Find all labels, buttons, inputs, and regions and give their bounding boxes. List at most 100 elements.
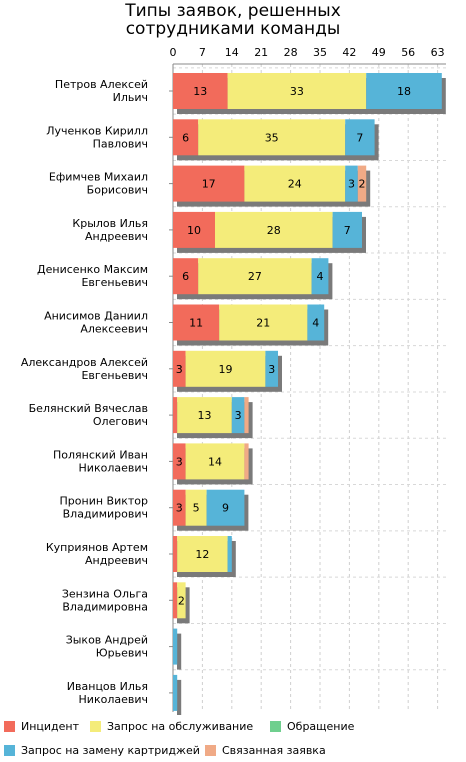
category-label-line: Полянский Иван	[53, 448, 148, 461]
category-label-line: Владимирович	[63, 508, 148, 521]
category-label-line: Евгеньевич	[81, 276, 148, 289]
category-label-line: Петров Алексей	[55, 78, 148, 91]
legend-label: Запрос на обслуживание	[107, 720, 254, 733]
bar-segment	[231, 397, 245, 434]
bar-segment	[215, 211, 333, 248]
category-label: Денисенко Максим Евгеньевич	[37, 263, 148, 289]
category-label-line: Юрьевич	[96, 647, 148, 660]
category-label-line: Александров Алексей	[21, 356, 148, 369]
x-tick-label: 63	[431, 46, 445, 59]
x-tick-label: 0	[170, 46, 177, 59]
legend-swatch	[4, 721, 15, 732]
bar-shadow	[177, 633, 182, 670]
bar-value-label: 3	[348, 178, 355, 191]
category-label: Зыков Андрей Юрьевич	[66, 634, 148, 660]
bar-segment	[185, 489, 207, 526]
bar-segment	[227, 73, 367, 109]
category-label: Ефимчев Михаил Борисович	[49, 171, 148, 197]
x-tick-label: 56	[401, 46, 415, 59]
x-tick-label: 42	[342, 46, 356, 59]
bar-segment	[265, 350, 278, 387]
category-label-line: Денисенко Максим	[37, 263, 148, 276]
bar-segment	[345, 119, 375, 156]
legend-label: Инцидент	[21, 720, 80, 733]
bar-value-label: 7	[344, 224, 351, 237]
bar-shadow	[177, 679, 182, 715]
bar-segment	[198, 258, 312, 295]
category-label-line: Николаевич	[79, 461, 148, 474]
x-tick-label: 28	[284, 46, 298, 59]
bar-segment	[244, 165, 346, 202]
category-label: Полянский Иван Николаевич	[53, 448, 148, 474]
bar-value-label: 2	[178, 594, 185, 607]
category-label: Иванцов Илья Николаевич	[67, 680, 148, 706]
x-tick-label: 21	[254, 46, 268, 59]
chart-title-line-1: Типы заявок, решенных	[125, 1, 341, 21]
bar-segment	[244, 443, 249, 480]
bar-value-label: 3	[235, 409, 242, 422]
bar-segment	[185, 443, 245, 480]
bar-segment	[311, 258, 329, 295]
bar-value-label: 27	[248, 270, 262, 283]
bar-value-label: 9	[222, 502, 229, 515]
legend-label: Запрос на замену картриджей	[21, 744, 200, 757]
x-tick-label: 14	[225, 46, 239, 59]
category-label-line: Куприянов Артем	[46, 541, 148, 554]
bar-value-label: 3	[176, 455, 183, 468]
bar-chart: 0 7 14 21 28 35 42 49 56 63 Петров Алексей Ильич 13 3…	[21, 46, 446, 715]
category-label-line: Олегович	[93, 415, 148, 428]
category-label: Анисимов Даниил Алексеевич	[44, 310, 148, 336]
category-label-line: Павлович	[93, 137, 148, 150]
category-label-line: Владимировна	[62, 600, 148, 613]
bar-value-label: 3	[176, 502, 183, 515]
category-label-line: Зензина Ольга	[62, 587, 148, 600]
x-tick-label: 49	[372, 46, 386, 59]
legend-swatch	[90, 721, 101, 732]
category-label-line: Ефимчев Михаил	[49, 171, 148, 184]
bar-value-label: 13	[193, 85, 207, 98]
legend-swatch	[205, 745, 216, 756]
bar-segment	[173, 119, 199, 156]
bar-segment	[177, 397, 232, 434]
category-label: Куприянов Артем Андреевич	[46, 541, 148, 567]
category-label-line: Иванцов Илья	[67, 680, 148, 693]
category-label-line: Алексеевич	[80, 323, 148, 336]
bar-segment	[173, 350, 186, 387]
bar-value-label: 17	[202, 178, 216, 191]
bar-value-label: 11	[189, 317, 203, 330]
category-label: Пронин Виктор Владимирович	[60, 495, 148, 521]
bar-value-label: 7	[356, 131, 363, 144]
legend-item: Обращение	[270, 720, 354, 733]
category-label: Петров Алексей Ильич	[55, 78, 148, 104]
bar-segment	[173, 443, 186, 480]
bar-segment	[206, 489, 245, 526]
bar-segment	[173, 211, 215, 248]
bar-value-label: 18	[397, 85, 411, 98]
bar-segment	[185, 350, 266, 387]
bar-segment	[173, 674, 178, 711]
bar-value-label: 10	[187, 224, 201, 237]
bar-value-label: 24	[288, 178, 302, 191]
bar-segment	[173, 628, 178, 665]
bar-segment	[198, 119, 346, 156]
x-tick-label: 35	[313, 46, 327, 59]
category-label-line: Ильич	[113, 91, 148, 104]
bar-segment	[173, 304, 220, 341]
bar-segment	[177, 536, 228, 572]
bar-value-label: 19	[219, 363, 233, 376]
category-label: Александров Алексей Евгеньевич	[21, 356, 148, 382]
bar-segment	[227, 536, 232, 572]
chart-title: Типы заявок, решенных сотрудниками коман…	[0, 2, 466, 38]
bar-value-label: 21	[256, 317, 270, 330]
category-label-line: Евгеньевич	[81, 369, 148, 382]
legend-label: Связанная заявка	[222, 744, 326, 757]
category-label-line: Белянский Вячеслав	[29, 402, 148, 415]
bar-segment	[173, 536, 178, 572]
chart-title-line-2: сотрудниками команды	[125, 19, 341, 39]
bar-segment	[177, 582, 186, 619]
category-label-line: Крылов Илья	[72, 217, 148, 230]
bar-segment	[307, 304, 325, 341]
bar-segment	[345, 165, 358, 202]
bar-value-label: 35	[265, 131, 279, 144]
x-tick-label: 7	[199, 46, 206, 59]
